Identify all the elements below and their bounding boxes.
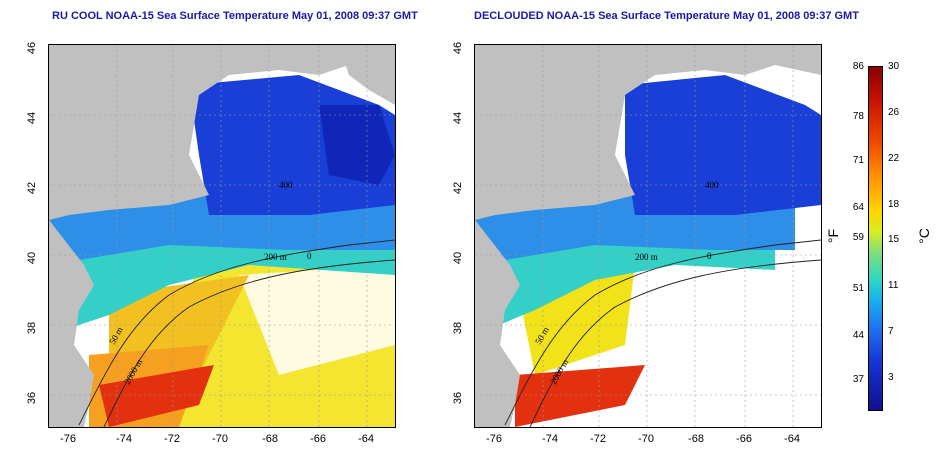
temperature-colorbar <box>868 66 883 411</box>
lat-tick: 46 <box>26 41 38 55</box>
contour-label-200m: 200 m <box>264 252 287 262</box>
lon-tick: -66 <box>310 433 326 445</box>
lat-tick: 38 <box>452 321 464 335</box>
lon-tick: -74 <box>542 433 558 445</box>
contour-label-0: 0 <box>307 251 312 261</box>
lon-tick: -76 <box>486 433 502 445</box>
gulf-of-maine-area <box>625 75 821 215</box>
colorbar-c-label: 26 <box>888 107 900 118</box>
lon-tick: -68 <box>262 433 278 445</box>
lat-tick: 40 <box>452 251 464 265</box>
left-sst-map-graphic: 200 m 400 50 m 2000 m 0 <box>49 45 395 427</box>
colorbar-f-label: 44 <box>852 330 864 341</box>
colorbar-f-label: 86 <box>852 61 864 72</box>
colorbar-c-label: 7 <box>888 326 894 337</box>
lat-tick: 46 <box>452 41 464 55</box>
fahrenheit-unit-label: °F <box>825 228 842 244</box>
colorbar-c-label: 18 <box>888 199 900 210</box>
contour-label-200m: 200 m <box>635 252 658 262</box>
lon-tick: -74 <box>116 433 132 445</box>
lat-tick: 42 <box>452 181 464 195</box>
left-map-title: RU COOL NOAA-15 Sea Surface Temperature … <box>52 10 418 22</box>
lat-tick: 38 <box>26 321 38 335</box>
land-mass <box>475 45 821 220</box>
contour-label-400: 400 <box>279 180 293 190</box>
lat-tick: 40 <box>26 251 38 265</box>
lon-tick: -64 <box>358 433 374 445</box>
lon-tick: -72 <box>590 433 606 445</box>
colorbar-c-label: 3 <box>888 372 894 383</box>
lon-tick: -70 <box>638 433 654 445</box>
lat-tick: 36 <box>26 391 38 405</box>
cloud-area <box>239 265 395 375</box>
slope-water-area <box>49 225 395 335</box>
lon-tick: -64 <box>784 433 800 445</box>
land-mass <box>49 45 395 220</box>
lon-tick: -66 <box>736 433 752 445</box>
lat-tick: 44 <box>26 111 38 125</box>
right-sst-map: 200 m 400 50 m 2000 m 0 <box>474 44 822 428</box>
coastline-south <box>49 220 94 427</box>
contour-label-0: 0 <box>707 251 712 261</box>
colorbar-c-label: 15 <box>888 234 900 245</box>
colorbar-f-label: 51 <box>852 283 864 294</box>
bay-of-fundy-area <box>319 105 395 185</box>
lon-tick: -70 <box>212 433 228 445</box>
isobath-200m <box>504 239 821 426</box>
lon-tick: -68 <box>688 433 704 445</box>
colorbar-f-label: 78 <box>852 111 864 122</box>
isobath-2000m <box>103 259 395 427</box>
lon-tick: -76 <box>60 433 76 445</box>
colorbar-c-label: 22 <box>888 153 900 164</box>
colorbar-f-label: 64 <box>852 202 864 213</box>
right-sst-map-graphic: 200 m 400 50 m 2000 m 0 <box>475 45 821 427</box>
right-map-title: DECLOUDED NOAA-15 Sea Surface Temperatur… <box>474 10 859 22</box>
colorbar-f-label: 59 <box>852 232 864 243</box>
graticule <box>475 45 821 427</box>
contour-label-400: 400 <box>705 180 719 190</box>
lon-tick: -72 <box>164 433 180 445</box>
isobath-200m <box>78 239 395 426</box>
gulf-stream-area <box>515 365 645 427</box>
graticule <box>49 45 395 427</box>
left-sst-map: 200 m 400 50 m 2000 m 0 <box>48 44 396 428</box>
isobath-2000m <box>529 259 821 427</box>
colorbar-c-label: 30 <box>888 61 900 72</box>
colorbar-f-label: 71 <box>852 155 864 166</box>
colorbar-c-label: 11 <box>888 280 899 291</box>
coastline-south <box>475 220 520 427</box>
lat-tick: 36 <box>452 391 464 405</box>
lat-tick: 42 <box>26 181 38 195</box>
celsius-unit-label: °C <box>915 228 932 244</box>
lat-tick: 44 <box>452 111 464 125</box>
colorbar-f-label: 37 <box>852 374 864 385</box>
